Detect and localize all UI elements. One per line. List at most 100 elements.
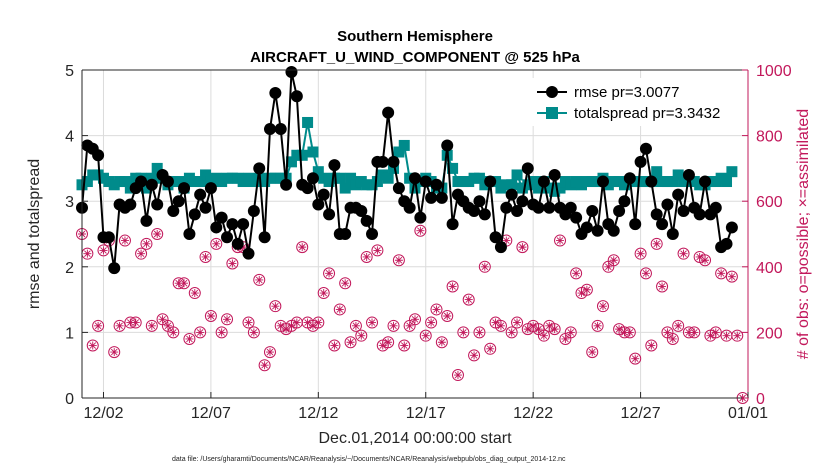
obs-assimilated-marker bbox=[636, 249, 645, 258]
obs-possible-marker bbox=[554, 234, 567, 247]
y-tick-label-right: 400 bbox=[756, 260, 783, 277]
obs-assimilated-marker bbox=[303, 318, 312, 327]
obs-point bbox=[516, 241, 529, 254]
obs-possible-marker bbox=[457, 326, 470, 339]
obs-point bbox=[602, 260, 615, 273]
totalspread-point bbox=[651, 166, 663, 178]
obs-assimilated-marker bbox=[475, 328, 484, 337]
obs-point bbox=[586, 346, 599, 359]
obs-possible-marker bbox=[709, 326, 722, 339]
obs-point bbox=[451, 369, 464, 382]
obs-assimilated-marker bbox=[142, 239, 151, 248]
rmse-point bbox=[242, 247, 255, 260]
obs-assimilated-marker bbox=[577, 289, 586, 298]
obs-assimilated-marker bbox=[394, 256, 403, 265]
obs-assimilated-marker bbox=[706, 331, 715, 340]
rmse-point bbox=[135, 175, 148, 188]
obs-possible-marker bbox=[178, 277, 191, 290]
rmse-point bbox=[280, 178, 293, 191]
obs-point bbox=[709, 326, 722, 339]
legend-rmse-marker bbox=[546, 86, 558, 98]
obs-point bbox=[725, 270, 738, 283]
obs-point bbox=[462, 293, 475, 306]
rmse-point bbox=[172, 195, 185, 208]
obs-point bbox=[151, 228, 164, 240]
rmse-point bbox=[543, 201, 556, 214]
totalspread-point bbox=[672, 169, 684, 181]
legend-spread-marker bbox=[546, 107, 558, 119]
obs-assimilated-marker bbox=[679, 249, 688, 258]
obs-assimilated-marker bbox=[94, 321, 103, 330]
obs-point bbox=[333, 303, 346, 316]
x-tick-label: 12/17 bbox=[406, 405, 446, 422]
obs-point bbox=[650, 237, 663, 250]
obs-assimilated-marker bbox=[464, 295, 473, 304]
y-tick-label: 4 bbox=[65, 129, 74, 146]
obs-point bbox=[221, 313, 234, 326]
obs-point bbox=[178, 277, 191, 290]
rmse-point bbox=[489, 231, 502, 244]
totalspread-point bbox=[436, 182, 448, 194]
rmse-point bbox=[414, 211, 427, 224]
obs-assimilated-marker bbox=[217, 328, 226, 337]
obs-point bbox=[349, 319, 362, 332]
obs-point bbox=[344, 336, 357, 349]
obs-assimilated-marker bbox=[147, 321, 156, 330]
obs-assimilated-marker bbox=[421, 331, 430, 340]
rmse-point bbox=[167, 205, 180, 218]
rmse-point bbox=[468, 205, 481, 218]
obs-possible-marker bbox=[296, 241, 309, 254]
obs-assimilated-marker bbox=[137, 249, 146, 258]
legend-rmse-label: rmse pr=3.0077 bbox=[574, 84, 679, 101]
obs-assimilated-marker bbox=[491, 318, 500, 327]
rmse-point bbox=[403, 201, 416, 214]
rmse-point bbox=[237, 218, 250, 231]
legend: rmse pr=3.0077 totalspread pr=3.3432 bbox=[530, 78, 740, 126]
obs-assimilated-marker bbox=[453, 371, 462, 380]
obs-assimilated-marker bbox=[711, 328, 720, 337]
x-tick-label: 12/27 bbox=[621, 405, 661, 422]
obs-possible-marker bbox=[731, 329, 744, 342]
rmse-point bbox=[366, 228, 379, 240]
obs-point bbox=[290, 316, 303, 329]
totalspread-point bbox=[382, 172, 394, 184]
rmse-point bbox=[269, 86, 282, 99]
obs-possible-marker bbox=[247, 326, 260, 339]
obs-assimilated-marker bbox=[153, 230, 162, 238]
obs-possible-marker bbox=[672, 319, 685, 332]
obs-assimilated-marker bbox=[701, 256, 710, 265]
obs-point bbox=[382, 336, 395, 349]
obs-assimilated-marker bbox=[572, 269, 581, 278]
obs-possible-marker bbox=[419, 329, 432, 342]
totalspread-point bbox=[296, 149, 308, 161]
obs-assimilated-marker bbox=[110, 348, 119, 357]
obs-assimilated-marker bbox=[196, 328, 205, 337]
obs-assimilated-marker bbox=[695, 252, 704, 261]
rmse-point bbox=[102, 231, 115, 244]
rmse-point bbox=[623, 172, 636, 185]
obs-possible-marker bbox=[328, 339, 341, 352]
rmse-point bbox=[430, 178, 443, 191]
obs-assimilated-marker bbox=[346, 338, 355, 347]
totalspread-point bbox=[151, 162, 163, 174]
obs-assimilated-marker bbox=[276, 321, 285, 330]
obs-point bbox=[425, 316, 438, 329]
obs-possible-marker bbox=[140, 237, 153, 250]
y-tick-label-right: 800 bbox=[756, 129, 783, 146]
obs-point bbox=[731, 329, 744, 342]
totalspread-point bbox=[667, 176, 679, 188]
obs-possible-marker bbox=[639, 267, 652, 280]
obs-possible-marker bbox=[226, 257, 239, 270]
obs-possible-marker bbox=[183, 332, 196, 345]
rmse-point bbox=[661, 198, 674, 211]
obs-assimilated-marker bbox=[325, 269, 334, 278]
obs-possible-marker bbox=[215, 326, 228, 339]
obs-possible-marker bbox=[537, 329, 550, 342]
obs-assimilated-marker bbox=[722, 331, 731, 340]
obs-possible-marker bbox=[564, 326, 577, 339]
obs-assimilated-marker bbox=[647, 341, 656, 350]
obs-assimilated-marker bbox=[308, 321, 317, 330]
chart-title: Southern Hemisphere bbox=[337, 28, 493, 45]
totalspread-point bbox=[398, 139, 410, 151]
obs-point bbox=[108, 346, 121, 359]
